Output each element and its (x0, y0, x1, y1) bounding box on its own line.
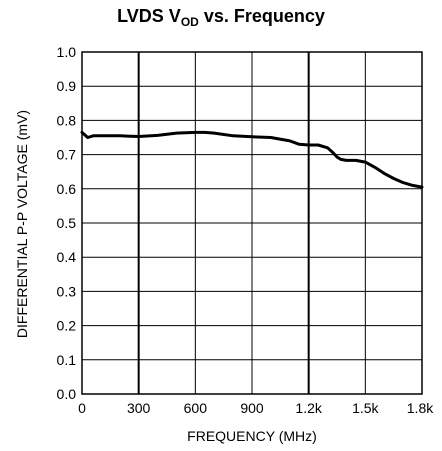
y-tick-label: 0.1 (57, 352, 77, 368)
y-tick-label: 0.6 (57, 181, 77, 197)
y-tick-label: 0.9 (57, 78, 77, 94)
y-tick-label: 0.2 (57, 318, 77, 334)
x-tick-label: 1.2k (295, 400, 322, 416)
x-tick-label: 1.8k (407, 400, 434, 416)
y-tick-label: 0.5 (57, 215, 77, 231)
grid (82, 52, 422, 394)
chart-title-main: LVDS V (117, 6, 181, 26)
x-tick-label: 600 (184, 400, 208, 416)
y-tick-label: 1.0 (57, 44, 77, 60)
chart-title-subscript: OD (180, 15, 199, 29)
y-tick-label: 0.3 (57, 283, 77, 299)
plot-frame (81, 51, 423, 395)
chart-title: LVDS VOD vs. Frequency (0, 6, 442, 29)
x-axis-title: FREQUENCY (MHz) (187, 428, 317, 444)
y-tick-label: 0.8 (57, 112, 77, 128)
series-layer (80, 130, 424, 189)
series-line (80, 130, 424, 189)
y-tick-label: 0.4 (57, 249, 77, 265)
x-tick-label: 900 (240, 400, 264, 416)
x-tick-label: 1.5k (352, 400, 379, 416)
y-tick-label: 0.0 (57, 386, 77, 402)
x-tick-label: 300 (127, 400, 151, 416)
chart-title-rest: vs. Frequency (198, 6, 325, 26)
y-tick-label: 0.7 (57, 147, 77, 163)
axis-ticks: 0.0 0.1 0.2 0.3 0.4 0.5 0.6 0.7 0.8 0.9 1.0 0 300 600… (57, 44, 435, 416)
x-tick-label: 0 (78, 400, 86, 416)
